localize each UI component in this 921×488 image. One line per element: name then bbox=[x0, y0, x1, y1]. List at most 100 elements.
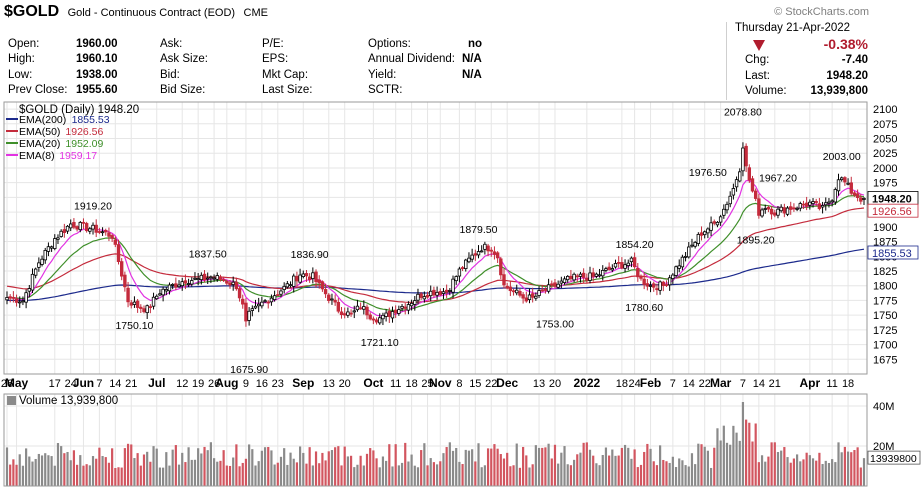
volume-bar bbox=[681, 460, 684, 486]
candle-body bbox=[88, 228, 92, 232]
volume-bar bbox=[442, 453, 445, 486]
volume-bar bbox=[856, 447, 859, 486]
volume-bar bbox=[111, 448, 114, 486]
candle-body bbox=[43, 250, 47, 261]
candle-body bbox=[616, 262, 621, 264]
candle-body bbox=[505, 285, 509, 289]
volume-bar bbox=[295, 462, 299, 486]
x-tick-label: 23 bbox=[272, 378, 284, 390]
volume-bar bbox=[235, 444, 238, 486]
y-tick-label: 1700 bbox=[873, 340, 897, 352]
volume-bar bbox=[168, 465, 171, 486]
candle-body bbox=[597, 274, 602, 277]
volume-bar bbox=[569, 465, 572, 486]
volume-last-tag bbox=[867, 450, 921, 465]
volume-bar bbox=[719, 440, 722, 486]
y-tick-label: 1975 bbox=[873, 178, 897, 190]
volume-bar bbox=[222, 450, 225, 486]
x-tick-label: 8 bbox=[456, 378, 462, 390]
volume-bar bbox=[455, 447, 458, 486]
volume-bar bbox=[614, 455, 617, 486]
candle-body bbox=[304, 273, 309, 277]
volume-bar bbox=[28, 456, 31, 486]
candle-body bbox=[161, 288, 165, 296]
volume-bar bbox=[439, 461, 442, 486]
volume-bar bbox=[25, 448, 28, 486]
volume-bar bbox=[467, 450, 471, 486]
volume-bar bbox=[477, 443, 480, 486]
volume-bar bbox=[177, 464, 181, 486]
x-tick-label: 21 bbox=[769, 378, 781, 390]
candle-body bbox=[390, 311, 395, 319]
candle-body bbox=[712, 221, 716, 224]
volume-bar bbox=[343, 446, 346, 486]
yield-value: N/A bbox=[462, 69, 482, 81]
y-tick-label: 1800 bbox=[873, 281, 897, 293]
volume-bar bbox=[126, 443, 130, 486]
volume-bar bbox=[5, 447, 9, 486]
volume-bar bbox=[91, 456, 95, 486]
candle-body bbox=[352, 310, 356, 313]
volume-bar bbox=[627, 447, 630, 486]
options-value: no bbox=[468, 38, 483, 50]
volume-bar bbox=[397, 465, 400, 486]
volume-bar bbox=[267, 446, 270, 486]
candle-body bbox=[186, 283, 191, 285]
x-tick-label: 12 bbox=[176, 378, 188, 390]
price-annotation: 1854.20 bbox=[616, 239, 654, 251]
candle-body bbox=[129, 302, 133, 306]
volume-bar bbox=[385, 460, 388, 486]
volume-bar bbox=[588, 449, 592, 486]
volume-bar bbox=[598, 465, 601, 486]
volume-bar bbox=[515, 443, 518, 486]
volume-bar bbox=[486, 448, 490, 486]
candle-body bbox=[795, 208, 799, 210]
volume-bar bbox=[362, 465, 365, 486]
volume-bar bbox=[531, 464, 534, 486]
candle-body bbox=[693, 241, 697, 247]
volume-bar bbox=[407, 461, 410, 486]
volume-bar bbox=[547, 443, 550, 486]
candle-body bbox=[620, 262, 624, 269]
volume-bar bbox=[499, 454, 502, 486]
volume-bar bbox=[404, 442, 407, 486]
x-tick-label: 20 bbox=[339, 378, 351, 390]
candle-body bbox=[170, 284, 175, 286]
candle-body bbox=[852, 192, 857, 196]
volume-bar bbox=[805, 452, 808, 486]
volume-bar bbox=[643, 451, 646, 486]
candle-body bbox=[464, 259, 468, 269]
mkt-cap-label: Mkt Cap: bbox=[262, 69, 309, 81]
volume-bar bbox=[435, 464, 439, 486]
candle-body bbox=[276, 294, 280, 296]
volume-bar bbox=[283, 448, 286, 486]
ema-lines bbox=[6, 179, 865, 317]
volume-bar bbox=[238, 466, 241, 486]
volume-bar bbox=[330, 450, 334, 486]
candle-body bbox=[406, 304, 411, 311]
last-value-text: 1855.53 bbox=[872, 248, 912, 260]
candle-body bbox=[760, 209, 764, 217]
candle-body bbox=[843, 177, 847, 183]
x-tick-label: 21 bbox=[125, 378, 137, 390]
candle-body bbox=[718, 216, 723, 223]
volume-bar bbox=[388, 444, 391, 486]
candle-body bbox=[282, 285, 286, 290]
volume-legend-swatch bbox=[7, 396, 16, 405]
volume-bar bbox=[359, 455, 362, 486]
volume-bar bbox=[346, 456, 349, 486]
x-tick-label: 7 bbox=[740, 378, 746, 390]
volume-bar bbox=[509, 466, 512, 486]
y-tick-label: 1900 bbox=[873, 222, 897, 234]
volume-bar bbox=[748, 422, 751, 486]
volume-bar bbox=[776, 452, 780, 486]
candle-body bbox=[441, 291, 446, 294]
candle-body bbox=[403, 306, 407, 309]
candle-body bbox=[763, 208, 767, 210]
x-tick-label: 14 bbox=[683, 378, 695, 390]
x-tick-label: 24 bbox=[65, 378, 77, 390]
candle-body bbox=[801, 203, 806, 206]
candle-body bbox=[301, 273, 305, 277]
candle-body bbox=[397, 309, 401, 314]
volume-bar bbox=[818, 452, 821, 486]
